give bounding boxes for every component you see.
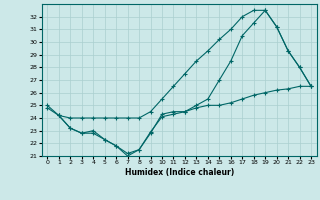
X-axis label: Humidex (Indice chaleur): Humidex (Indice chaleur) (124, 168, 234, 177)
